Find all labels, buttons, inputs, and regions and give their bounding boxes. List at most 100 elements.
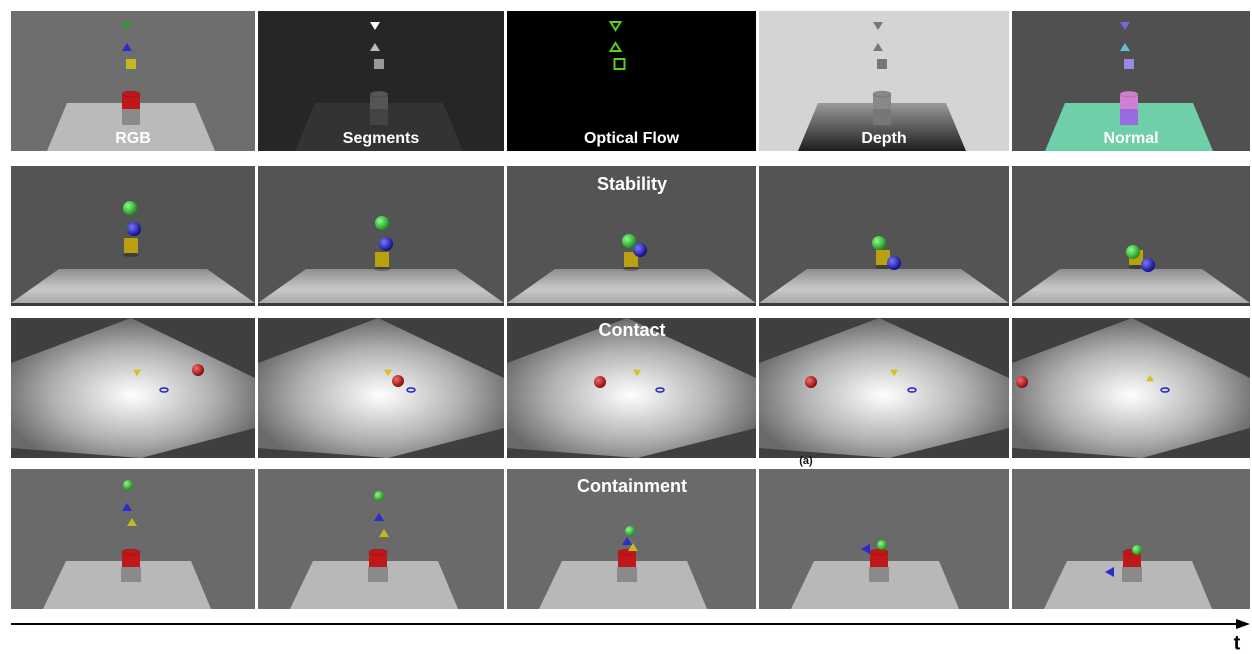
cylinder xyxy=(1120,94,1138,109)
row-title: Stability xyxy=(597,174,667,194)
cube xyxy=(876,250,890,265)
sphere xyxy=(1126,245,1140,259)
shadow xyxy=(875,265,891,269)
cone xyxy=(890,369,898,377)
box xyxy=(1122,567,1142,582)
panel xyxy=(507,469,756,609)
floor xyxy=(295,103,463,151)
box xyxy=(370,109,388,125)
floor xyxy=(11,318,255,458)
floor xyxy=(1012,318,1250,458)
sphere xyxy=(625,526,635,536)
cone xyxy=(133,369,141,377)
cone xyxy=(379,529,389,537)
cylinder-top xyxy=(610,90,629,98)
cone xyxy=(1120,43,1130,51)
panel-background xyxy=(507,11,756,151)
cylinder xyxy=(873,94,891,109)
cylinder xyxy=(1123,552,1141,567)
floor xyxy=(539,561,707,609)
sphere xyxy=(127,222,141,236)
panel: Segments xyxy=(258,11,504,151)
row-title: Containment xyxy=(577,476,687,496)
cylinder-top xyxy=(872,90,892,98)
sphere xyxy=(192,364,204,376)
sphere xyxy=(1016,376,1028,388)
cone xyxy=(873,43,883,51)
floor xyxy=(11,269,255,303)
panel xyxy=(1012,469,1250,609)
ring xyxy=(907,387,917,393)
floor-edge xyxy=(507,303,756,306)
ring xyxy=(159,387,169,393)
panel xyxy=(759,469,1009,609)
sphere xyxy=(1132,545,1142,555)
modality-label: Optical Flow xyxy=(584,130,680,147)
floor-edge xyxy=(1012,303,1250,306)
cone xyxy=(608,41,623,52)
cone xyxy=(127,518,137,526)
ring xyxy=(655,387,665,393)
box xyxy=(873,109,891,125)
cylinder xyxy=(122,94,140,109)
ring xyxy=(1160,387,1170,393)
cube xyxy=(624,252,638,267)
cone xyxy=(384,369,392,377)
cube xyxy=(124,238,138,253)
cone xyxy=(861,544,870,554)
panel xyxy=(258,469,504,609)
cone xyxy=(122,43,132,51)
cube xyxy=(375,252,389,267)
panel: Depth xyxy=(759,11,1009,151)
cube xyxy=(126,59,136,69)
arrow-head xyxy=(1236,619,1250,629)
modality-label: Depth xyxy=(861,130,906,147)
floor xyxy=(759,318,1009,458)
cone xyxy=(122,22,132,30)
shadow xyxy=(123,253,139,257)
cone xyxy=(628,543,638,551)
cylinder xyxy=(369,552,387,567)
floor xyxy=(507,318,756,458)
floor xyxy=(507,269,756,303)
floor-edge xyxy=(258,303,504,306)
cone xyxy=(622,537,632,545)
cylinder-top xyxy=(1119,90,1139,98)
panel xyxy=(258,166,504,306)
cone xyxy=(1120,22,1130,30)
time-axis-label: t xyxy=(1234,632,1241,654)
sphere xyxy=(123,480,133,490)
modality-label: Segments xyxy=(343,130,420,147)
cube xyxy=(1124,59,1134,69)
floor xyxy=(47,103,215,151)
floor xyxy=(791,561,959,609)
box xyxy=(617,567,637,582)
cone xyxy=(873,22,883,30)
cone xyxy=(1146,374,1154,382)
cube xyxy=(374,59,384,69)
sphere xyxy=(594,376,606,388)
floor xyxy=(798,103,966,151)
box xyxy=(1120,109,1138,125)
cylinder-top xyxy=(368,548,388,556)
panel xyxy=(507,166,756,306)
cylinder-top xyxy=(121,90,141,98)
panel xyxy=(11,469,255,609)
sphere xyxy=(805,376,817,388)
floor-edge xyxy=(759,303,1009,306)
cone xyxy=(1105,567,1114,577)
box xyxy=(121,567,141,582)
sphere xyxy=(622,234,636,248)
sphere xyxy=(633,243,647,257)
shadow xyxy=(1128,265,1144,269)
cylinder xyxy=(618,552,636,567)
shadow xyxy=(374,267,390,271)
panels: RGB Segments Optical Flow Depth Normal xyxy=(11,11,1250,609)
panel xyxy=(11,318,255,458)
floor xyxy=(1044,561,1212,609)
sphere xyxy=(123,201,137,215)
cylinder xyxy=(122,552,140,567)
panel xyxy=(507,318,756,458)
modality-label: RGB xyxy=(115,130,151,147)
